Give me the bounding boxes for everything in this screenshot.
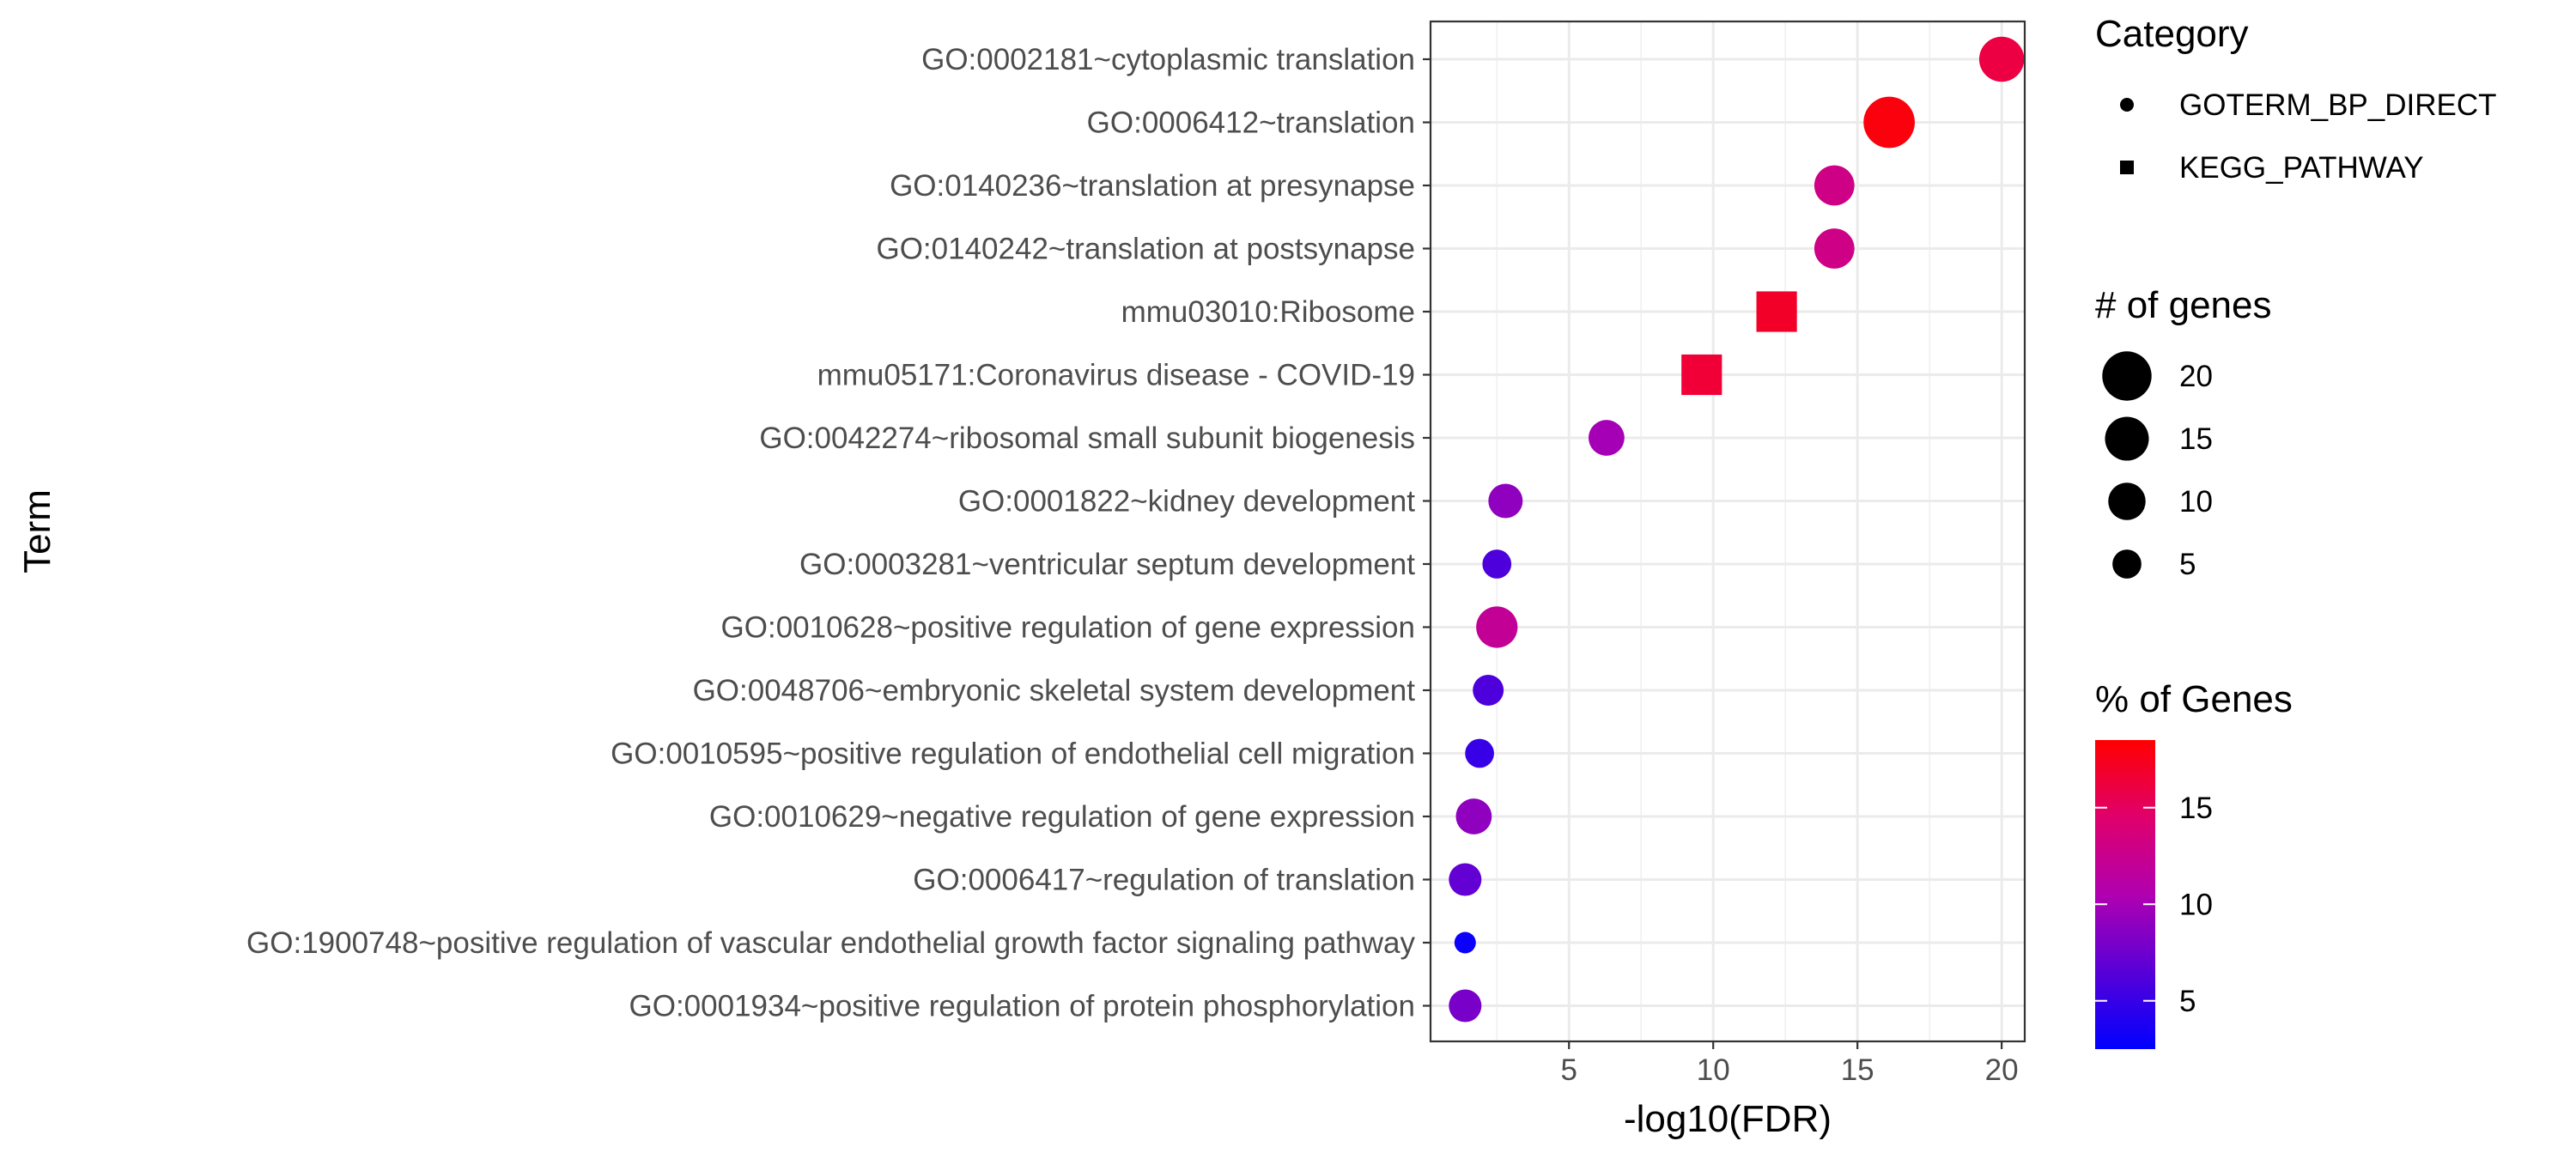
x-tick-label: 5	[1561, 1053, 1577, 1087]
legend-size-key	[2105, 416, 2149, 461]
legend-size-key	[2102, 351, 2152, 401]
data-point-circle	[1449, 863, 1482, 896]
term-label: GO:0006412~translation	[1087, 106, 1415, 140]
data-point-circle	[1589, 420, 1625, 456]
colorbar	[2095, 740, 2155, 1049]
legend-square-key	[2120, 161, 2134, 174]
x-tick-label: 10	[1697, 1053, 1730, 1087]
term-label: GO:0001934~positive regulation of protei…	[629, 990, 1416, 1023]
legend-size-key	[2112, 549, 2142, 579]
category-legend: Category GOTERM_BP_DIRECT KEGG_PATHWAY	[2095, 13, 2497, 185]
data-point-circle	[1978, 36, 2025, 82]
size-legend-label: 10	[2179, 485, 2213, 519]
data-point-circle	[1814, 165, 1855, 206]
colorbar-ticks: 5 10 15	[2095, 792, 2213, 1018]
data-point-circle	[1488, 483, 1523, 519]
data-point-circle	[1476, 606, 1518, 648]
category-legend-label: GOTERM_BP_DIRECT	[2179, 88, 2497, 122]
data-points	[1449, 36, 2025, 1022]
size-legend-items: 20 15 10 5	[2102, 351, 2213, 581]
data-point-circle	[1863, 96, 1915, 149]
size-legend-label: 5	[2179, 548, 2196, 581]
y-axis-title: Term	[16, 489, 58, 573]
colorbar-tick-label: 15	[2179, 792, 2213, 825]
data-point-circle	[1454, 931, 1476, 954]
category-legend-title: Category	[2095, 13, 2249, 55]
color-legend: % of Genes 5 10 15	[2095, 678, 2293, 1049]
size-legend-label: 20	[2179, 360, 2213, 393]
category-legend-items: GOTERM_BP_DIRECT KEGG_PATHWAY	[2120, 88, 2497, 185]
plot-background	[1431, 21, 2025, 1041]
color-legend-title: % of Genes	[2095, 678, 2293, 720]
term-label: GO:0140236~translation at presynapse	[890, 169, 1415, 203]
colorbar-tick-label: 10	[2179, 888, 2213, 921]
term-label: GO:0003281~ventricular septum developmen…	[799, 548, 1415, 581]
term-label: GO:0010628~positive regulation of gene e…	[721, 611, 1415, 645]
plot-panel-border	[1429, 20, 2026, 1043]
y-axis: GO:0002181~cytoplasmic translation GO:000…	[246, 43, 1431, 1023]
data-point-circle	[1482, 549, 1512, 579]
x-tick-label: 20	[1985, 1053, 2019, 1087]
x-axis-title: -log10(FDR)	[1624, 1098, 1832, 1140]
term-label: GO:0002181~cytoplasmic translation	[921, 43, 1415, 76]
legend-circle-key	[2120, 98, 2134, 112]
term-label: mmu05171:Coronavirus disease - COVID-19	[817, 359, 1415, 392]
data-point-square	[1681, 354, 1722, 396]
data-point-circle	[1449, 989, 1482, 1022]
grid-lines	[1431, 21, 2025, 1041]
term-label: GO:0140242~translation at postsynapse	[876, 233, 1415, 266]
data-point-square	[1756, 291, 1797, 332]
term-label: GO:0042274~ribosomal small subunit bioge…	[759, 422, 1415, 455]
term-label: GO:0001822~kidney development	[958, 485, 1415, 519]
term-label: GO:1900748~positive regulation of vascul…	[246, 926, 1415, 960]
size-legend-label: 15	[2179, 422, 2213, 456]
data-point-circle	[1465, 738, 1494, 768]
data-point-circle	[1814, 228, 1855, 269]
category-legend-label: KEGG_PATHWAY	[2179, 151, 2424, 185]
colorbar-tick-label: 5	[2179, 985, 2196, 1018]
data-point-circle	[1473, 675, 1504, 706]
data-point-circle	[1455, 798, 1492, 834]
x-tick-label: 15	[1841, 1053, 1874, 1087]
term-label: mmu03010:Ribosome	[1121, 295, 1415, 329]
term-label: GO:0010629~negative regulation of gene e…	[709, 800, 1415, 834]
size-legend-title: # of genes	[2095, 284, 2272, 326]
size-legend: # of genes 20 15 10 5	[2095, 284, 2272, 581]
term-label: GO:0010595~positive regulation of endoth…	[611, 737, 1415, 771]
x-axis: 5 10 15 20	[1561, 1041, 2019, 1087]
term-label: GO:0048706~embryonic skeletal system dev…	[693, 674, 1416, 707]
legend-size-key	[2108, 482, 2146, 520]
term-label: GO:0006417~regulation of translation	[913, 864, 1415, 897]
